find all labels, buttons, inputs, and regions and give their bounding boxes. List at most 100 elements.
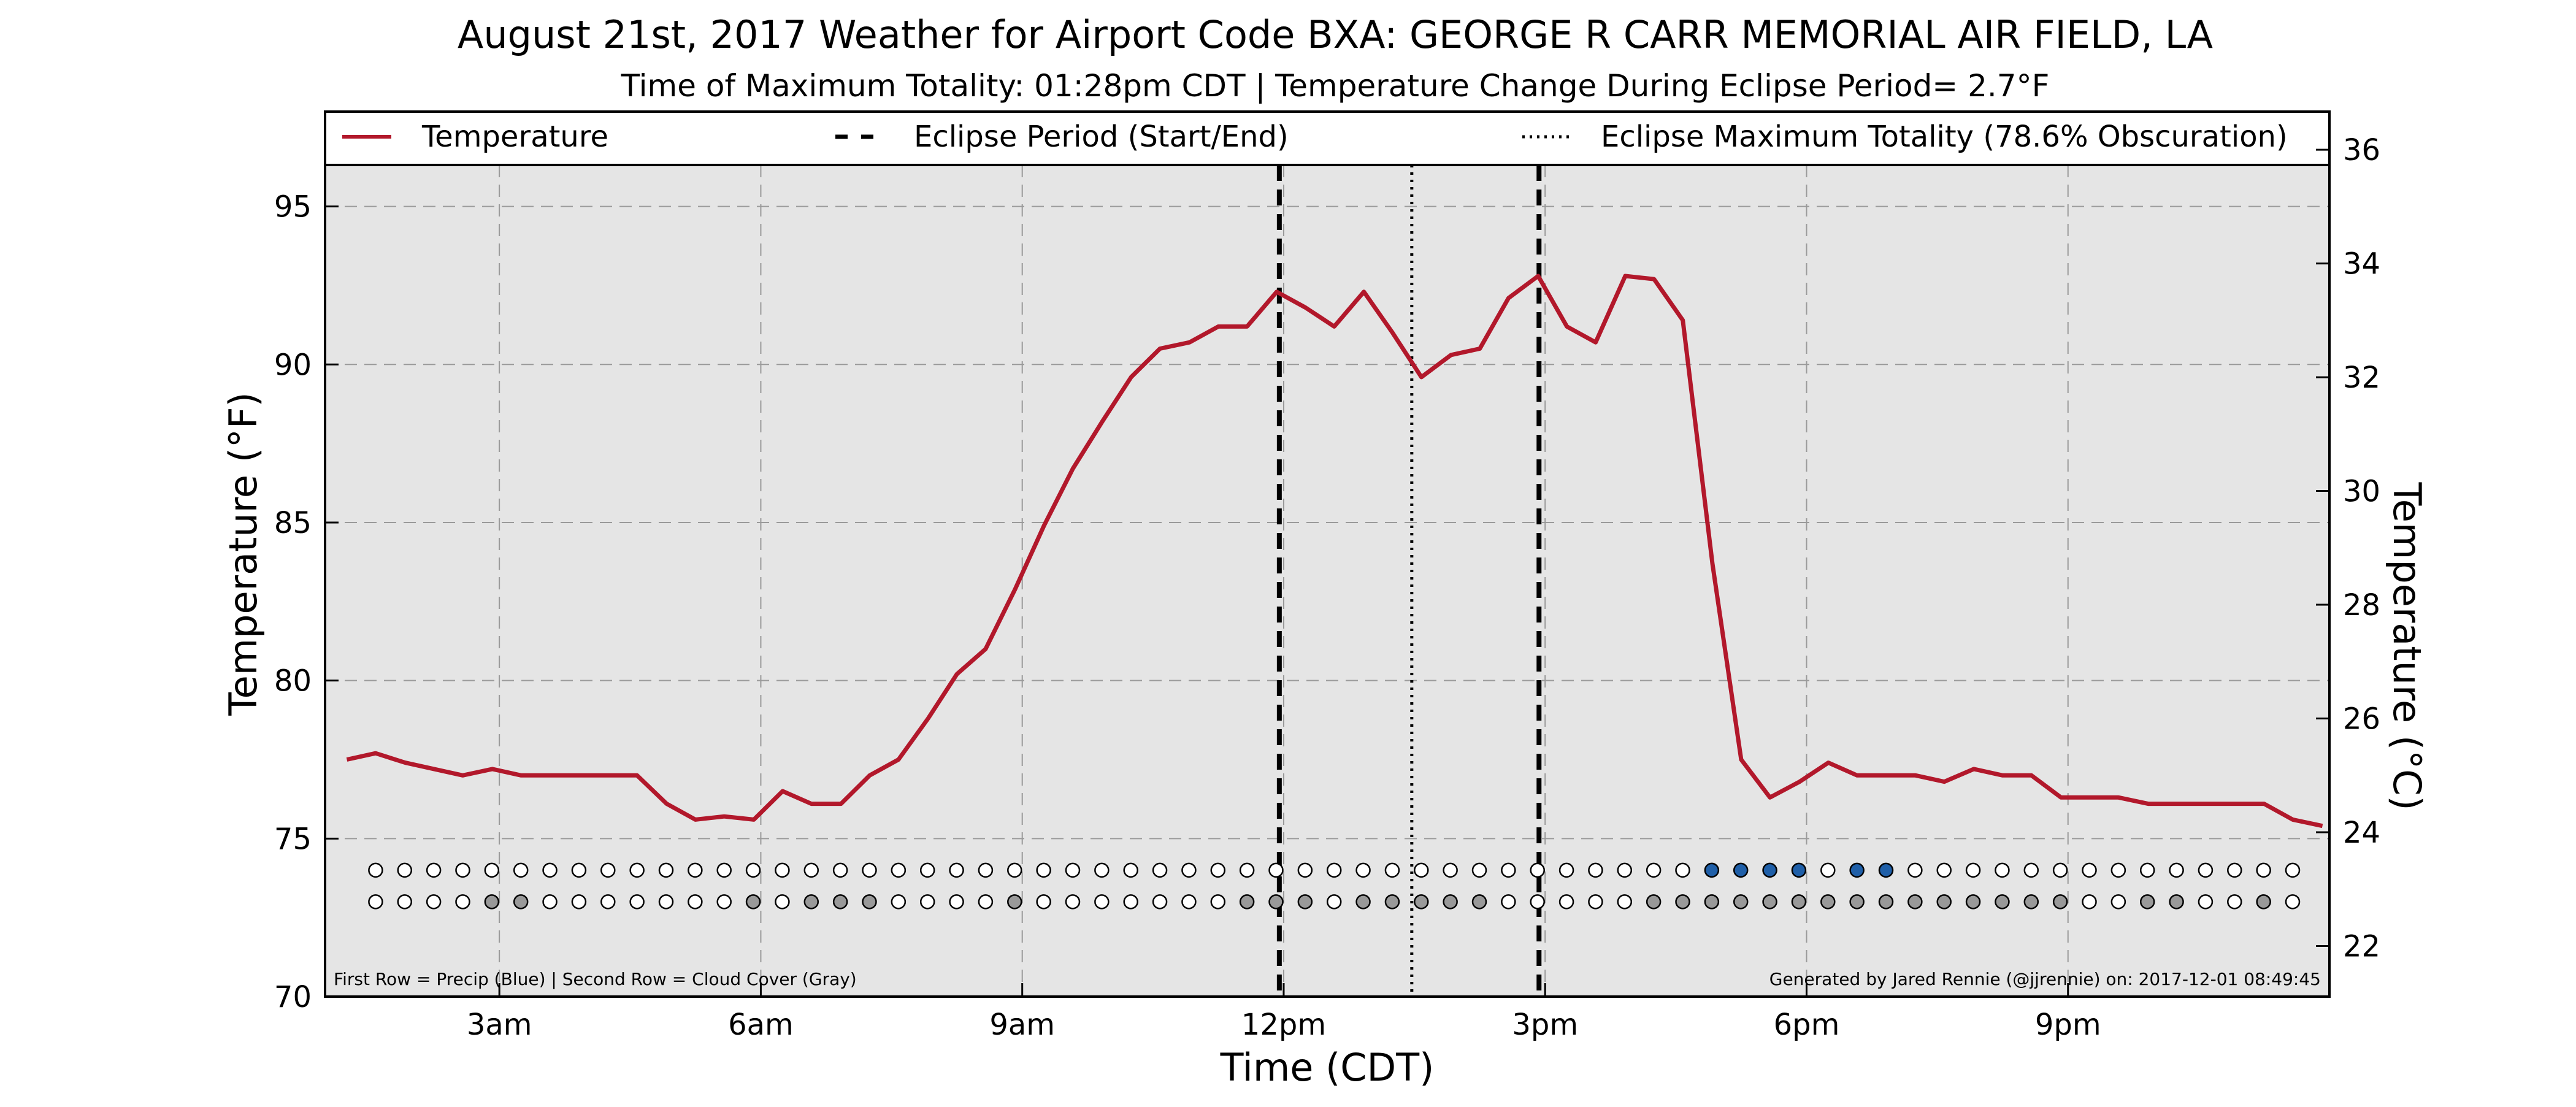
precip-marker <box>891 862 907 878</box>
precip-marker <box>1036 862 1051 878</box>
cloud-marker <box>745 894 761 910</box>
cloud-marker <box>1094 894 1110 910</box>
cloud-marker <box>1414 894 1429 910</box>
y-axis-label-right: Temperature (°C) <box>2385 481 2429 810</box>
cloud-marker <box>1152 894 1168 910</box>
precip-marker <box>1588 862 1603 878</box>
cloud-marker <box>1384 894 1400 910</box>
cloud-marker <box>368 894 383 910</box>
precip-marker <box>455 862 470 878</box>
y-tick-label-right: 26 <box>2343 702 2380 737</box>
precip-marker <box>745 862 761 878</box>
cloud-marker <box>455 894 470 910</box>
precip-marker <box>542 862 558 878</box>
x-tick-label: 6am <box>728 1008 794 1042</box>
precip-marker <box>803 862 819 878</box>
precip-marker <box>1326 862 1342 878</box>
cloud-marker <box>1995 894 2010 910</box>
precip-marker <box>832 862 848 878</box>
y-tick-label-right: 34 <box>2343 247 2380 282</box>
precip-marker <box>1268 862 1284 878</box>
precip-marker <box>978 862 994 878</box>
precip-marker <box>1617 862 1633 878</box>
cloud-marker <box>1936 894 1952 910</box>
y-tick-label-left: 70 <box>274 980 312 1014</box>
cloud-marker <box>1443 894 1458 910</box>
y-tick-label-right: 28 <box>2343 588 2380 622</box>
precip-marker <box>1704 862 1720 878</box>
precip-marker <box>1733 862 1749 878</box>
cloud-marker <box>688 894 703 910</box>
cloud-marker <box>2227 894 2242 910</box>
cloud-marker <box>1355 894 1371 910</box>
cloud-marker <box>1617 894 1633 910</box>
y-tick-label-right: 24 <box>2343 816 2380 850</box>
cloud-marker <box>1878 894 1894 910</box>
precip-marker <box>1820 862 1836 878</box>
cloud-marker <box>1965 894 1981 910</box>
x-axis-label: Time (CDT) <box>1220 1045 1435 1090</box>
cloud-marker <box>1704 894 1720 910</box>
cloud-marker <box>949 894 964 910</box>
cloud-marker <box>919 894 935 910</box>
cloud-marker <box>484 894 500 910</box>
axis-ticks: 70 75 80 85 90 95 3am 6am 9am 12pm 3pm 6pm 9pm 22 24 26… <box>274 133 2380 1042</box>
cloud-marker <box>2256 894 2271 910</box>
temperature-series <box>346 274 2323 829</box>
cloud-marker <box>832 894 848 910</box>
y-tick-label-right: 30 <box>2343 475 2380 509</box>
precip-marker <box>1995 862 2010 878</box>
precip-marker <box>1878 862 1894 878</box>
precip-marker <box>513 862 529 878</box>
cloud-marker <box>1762 894 1777 910</box>
cloud-marker <box>1530 894 1545 910</box>
y-tick-label-left: 95 <box>274 190 312 224</box>
cloud-marker <box>1123 894 1138 910</box>
precip-marker <box>1355 862 1371 878</box>
cloud-marker <box>1210 894 1226 910</box>
cloud-marker <box>1007 894 1022 910</box>
precip-cloud-markers <box>368 862 2301 910</box>
precip-marker <box>1558 862 1574 878</box>
precip-marker <box>1414 862 1429 878</box>
cloud-marker <box>1733 894 1749 910</box>
precip-marker <box>1384 862 1400 878</box>
cloud-marker <box>542 894 558 910</box>
footnote-right: Generated by Jared Rennie (@jjrennie) on… <box>1769 969 2321 989</box>
precip-marker <box>2169 862 2184 878</box>
x-tick-label: 6pm <box>1774 1008 1840 1042</box>
y-tick-label-left: 75 <box>274 822 312 856</box>
precip-marker <box>1530 862 1545 878</box>
precip-marker <box>1094 862 1110 878</box>
precip-marker <box>1210 862 1226 878</box>
legend-label-eclipse-max: Eclipse Maximum Totality (78.6% Obscurat… <box>1601 120 2288 154</box>
cloud-marker <box>891 894 907 910</box>
cloud-marker <box>1588 894 1603 910</box>
precip-marker <box>688 862 703 878</box>
cloud-marker <box>1675 894 1690 910</box>
precip-marker <box>397 862 413 878</box>
cloud-marker <box>716 894 732 910</box>
cloud-marker <box>1907 894 1923 910</box>
cloud-marker <box>571 894 587 910</box>
cloud-marker <box>658 894 674 910</box>
cloud-marker <box>2110 894 2126 910</box>
precip-marker <box>1181 862 1197 878</box>
precip-marker <box>1007 862 1022 878</box>
precip-marker <box>571 862 587 878</box>
y-axis-label-left: Temperature (°F) <box>221 392 266 716</box>
grid-lines <box>325 165 2329 997</box>
precip-marker <box>2082 862 2097 878</box>
precip-marker <box>1471 862 1487 878</box>
precip-marker <box>2052 862 2068 878</box>
chart-subtitle: Time of Maximum Totality: 01:28pm CDT | … <box>621 68 2050 104</box>
precip-marker <box>1849 862 1865 878</box>
cloud-marker <box>397 894 413 910</box>
precip-marker <box>919 862 935 878</box>
precip-marker <box>1297 862 1313 878</box>
cloud-marker <box>2139 894 2155 910</box>
precip-marker <box>1675 862 1690 878</box>
cloud-marker <box>426 894 442 910</box>
